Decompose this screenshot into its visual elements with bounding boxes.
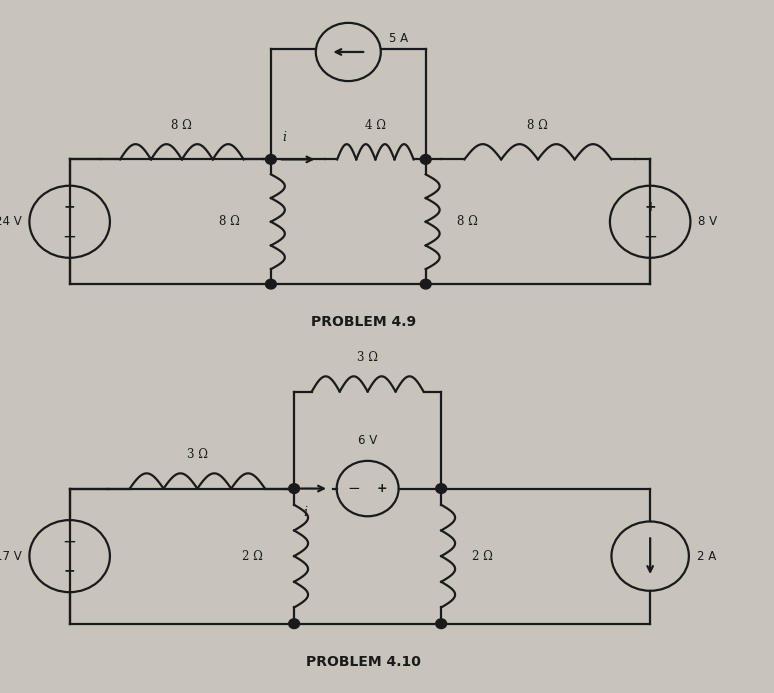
Text: 5 A: 5 A — [389, 32, 408, 45]
Text: 2 Ω: 2 Ω — [472, 550, 493, 563]
Text: 17 V: 17 V — [0, 550, 22, 563]
Text: 2 Ω: 2 Ω — [242, 550, 263, 563]
Text: i: i — [303, 506, 308, 519]
Circle shape — [265, 279, 276, 289]
Text: −: − — [63, 533, 77, 551]
Text: +: + — [644, 200, 656, 214]
Text: PROBLEM 4.9: PROBLEM 4.9 — [311, 315, 416, 329]
Text: 24 V: 24 V — [0, 216, 22, 228]
Text: PROBLEM 4.10: PROBLEM 4.10 — [307, 655, 421, 669]
Text: +: + — [63, 200, 76, 214]
Text: +: + — [376, 482, 387, 495]
Text: −: − — [643, 227, 657, 245]
Text: +: + — [63, 563, 76, 577]
Circle shape — [436, 619, 447, 629]
Text: 8 Ω: 8 Ω — [172, 119, 192, 132]
Circle shape — [289, 484, 300, 493]
Circle shape — [436, 484, 447, 493]
Text: 8 V: 8 V — [698, 216, 717, 228]
Text: 6 V: 6 V — [358, 434, 377, 447]
Circle shape — [420, 155, 431, 164]
Text: −: − — [63, 227, 77, 245]
Text: 2 A: 2 A — [697, 550, 716, 563]
Text: 3 Ω: 3 Ω — [357, 351, 378, 364]
Text: i: i — [283, 131, 286, 144]
Text: 8 Ω: 8 Ω — [219, 216, 240, 228]
Text: 8 Ω: 8 Ω — [457, 216, 478, 228]
Text: −: − — [348, 481, 360, 496]
Circle shape — [265, 155, 276, 164]
Text: 3 Ω: 3 Ω — [187, 448, 208, 461]
Text: 4 Ω: 4 Ω — [365, 119, 386, 132]
Text: 8 Ω: 8 Ω — [528, 119, 548, 132]
Circle shape — [289, 619, 300, 629]
Circle shape — [420, 279, 431, 289]
